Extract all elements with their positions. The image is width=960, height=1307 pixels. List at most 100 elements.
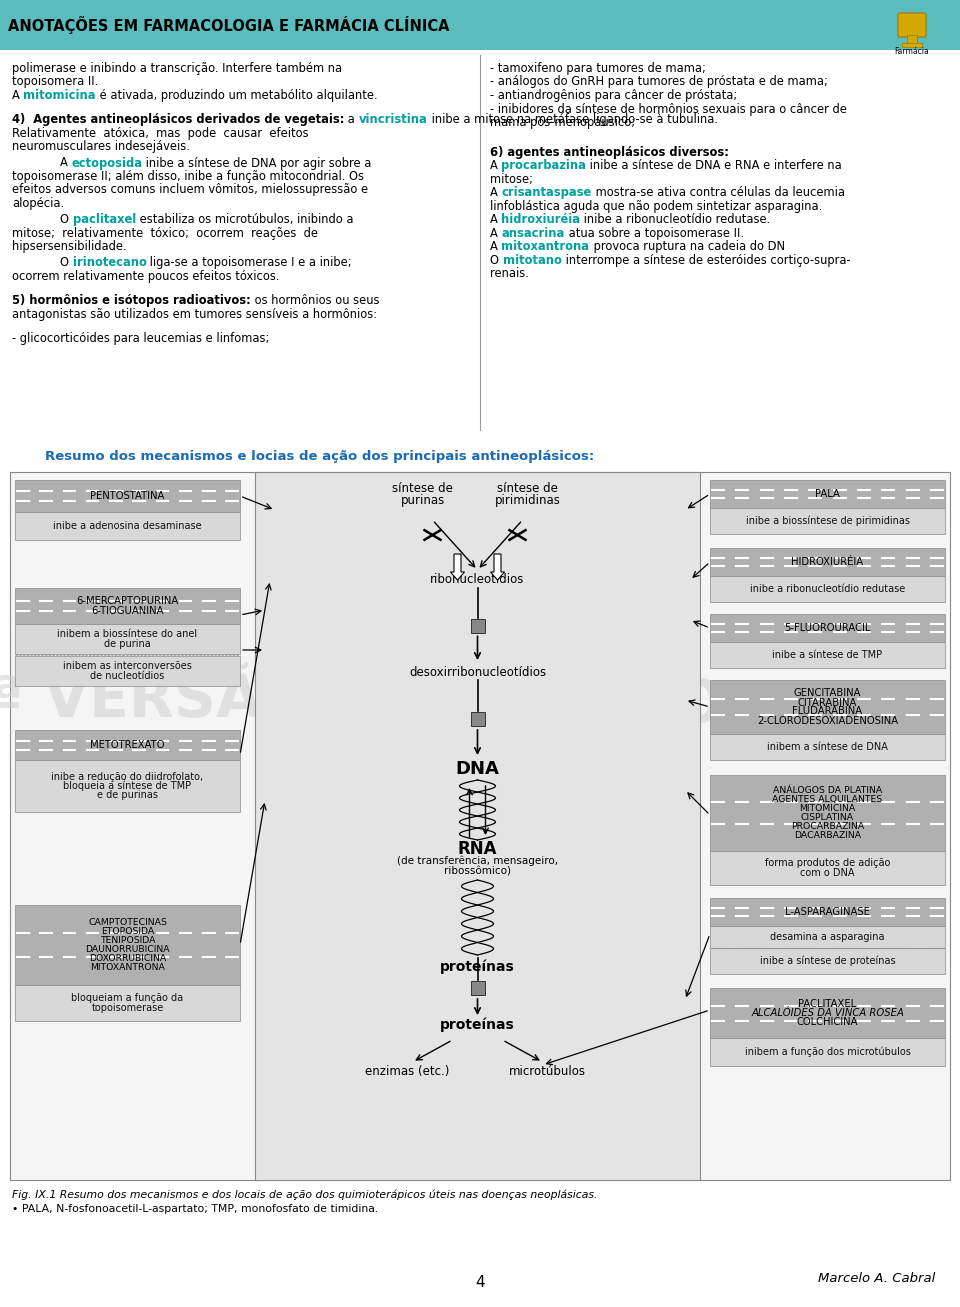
Text: Farmácia: Farmácia — [895, 47, 929, 56]
Text: topoisomerase II; além disso, inibe a função mitocondrial. Os: topoisomerase II; além disso, inibe a fu… — [12, 170, 364, 183]
Text: TENIPOSIDA: TENIPOSIDA — [100, 936, 156, 945]
Text: mitoxantrona: mitoxantrona — [501, 240, 589, 254]
FancyBboxPatch shape — [898, 13, 926, 37]
Text: microtúbulos: microtúbulos — [509, 1065, 586, 1078]
Text: A: A — [490, 186, 501, 199]
Text: - antiandrogênios para câncer de próstata;: - antiandrogênios para câncer de próstat… — [490, 89, 737, 102]
Bar — [710, 614, 945, 642]
FancyArrow shape — [491, 554, 505, 580]
Text: COLCHICINA: COLCHICINA — [797, 1017, 858, 1027]
Text: PENTOSTATINA: PENTOSTATINA — [90, 491, 165, 501]
Text: DOXORRUBICINA: DOXORRUBICINA — [89, 954, 166, 963]
Text: hidroxiuréia: hidroxiuréia — [501, 213, 581, 226]
Text: ansacrina: ansacrina — [501, 226, 564, 239]
Text: 6-MERCAPTOPURINA: 6-MERCAPTOPURINA — [77, 596, 179, 606]
Text: estabiliza os microtúbulos, inibindo a: estabiliza os microtúbulos, inibindo a — [136, 213, 353, 226]
Text: ANÁLOGOS DA PLATINA: ANÁLOGOS DA PLATINA — [773, 786, 882, 795]
Text: linfoblástica aguda que não podem sintetizar asparagina.: linfoblástica aguda que não podem sintet… — [490, 200, 823, 213]
Text: desamina a asparagina: desamina a asparagina — [770, 932, 885, 942]
Text: A: A — [490, 240, 501, 254]
Text: inibe a mitose na metáfase ligando-se à tubulina.: inibe a mitose na metáfase ligando-se à … — [427, 114, 717, 127]
Text: HIDROXIURÉIA: HIDROXIURÉIA — [791, 557, 864, 567]
Text: ocorrem relativamente poucos efeitos tóxicos.: ocorrem relativamente poucos efeitos tóx… — [12, 271, 279, 282]
Bar — [710, 642, 945, 668]
Text: 4: 4 — [475, 1276, 485, 1290]
Text: ribonucleotídios: ribonucleotídios — [430, 572, 525, 586]
Text: MITOXANTRONA: MITOXANTRONA — [90, 963, 165, 972]
Text: CITARABINA: CITARABINA — [798, 698, 857, 707]
Text: Fig. IX.1 Resumo dos mecanismos e dos locais de ação dos quimioterápicos úteis n: Fig. IX.1 Resumo dos mecanismos e dos lo… — [12, 1189, 597, 1201]
Text: inibem a síntese de DNA: inibem a síntese de DNA — [767, 742, 888, 752]
Text: A: A — [12, 89, 23, 102]
Text: topoisomerase: topoisomerase — [91, 1002, 163, 1013]
Text: - glicocorticóides para leucemias e linfomas;: - glicocorticóides para leucemias e linf… — [12, 332, 270, 345]
Text: PROCARBAZINA: PROCARBAZINA — [791, 822, 864, 831]
Bar — [710, 508, 945, 535]
Text: 2-CLORODESOXIADENOSINA: 2-CLORODESOXIADENOSINA — [756, 715, 898, 725]
Text: AGENTES ALQUILANTES: AGENTES ALQUILANTES — [773, 795, 882, 804]
Bar — [710, 1038, 945, 1067]
Text: 6-TIOGUANINA: 6-TIOGUANINA — [91, 605, 164, 616]
Text: procarbazina: procarbazina — [501, 159, 587, 173]
Text: purinas: purinas — [400, 494, 444, 507]
Text: bloqueiam a função da: bloqueiam a função da — [71, 993, 183, 1004]
Text: inibem a biossíntese do anel: inibem a biossíntese do anel — [58, 630, 198, 639]
Text: inibe a adenosina desaminase: inibe a adenosina desaminase — [53, 521, 202, 531]
Text: A: A — [490, 213, 501, 226]
Text: mostra-se ativa contra células da leucemia: mostra-se ativa contra células da leucem… — [591, 186, 845, 199]
Text: inibe a síntese de DNA por agir sobre a: inibe a síntese de DNA por agir sobre a — [142, 157, 372, 170]
Text: CAMPTOTECINAS: CAMPTOTECINAS — [88, 918, 167, 927]
Bar — [710, 576, 945, 603]
Text: de purina: de purina — [104, 639, 151, 648]
Text: inibe a ribonucleotídio redutase.: inibe a ribonucleotídio redutase. — [581, 213, 771, 226]
Text: Relativamente  atóxica,  mas  pode  causar  efeitos: Relativamente atóxica, mas pode causar e… — [12, 127, 308, 140]
Bar — [470, 712, 485, 725]
Text: enzimas (etc.): enzimas (etc.) — [366, 1065, 449, 1078]
FancyArrow shape — [450, 554, 465, 580]
Bar — [710, 548, 945, 576]
Bar — [15, 985, 240, 1021]
Text: L-ASPARAGINASE: L-ASPARAGINASE — [785, 907, 870, 918]
Bar — [15, 904, 240, 985]
Text: interrompe a síntese de esteróides cortiço-supra-: interrompe a síntese de esteróides corti… — [562, 254, 851, 267]
FancyBboxPatch shape — [907, 35, 917, 43]
Text: - análogos do GnRH para tumores de próstata e de mama;: - análogos do GnRH para tumores de próst… — [490, 76, 828, 89]
Text: inibe a biossíntese de pirimidinas: inibe a biossíntese de pirimidinas — [746, 516, 909, 527]
Text: irinotecano: irinotecano — [73, 256, 147, 269]
Text: 5) hormônios e isótopos radioativos:: 5) hormônios e isótopos radioativos: — [12, 294, 251, 307]
FancyBboxPatch shape — [902, 43, 922, 47]
Text: mama pós-menopáusico;: mama pós-menopáusico; — [490, 116, 636, 129]
Bar — [15, 588, 240, 623]
Text: inibe a ribonucleotídio redutase: inibe a ribonucleotídio redutase — [750, 584, 905, 593]
Text: RNA: RNA — [458, 840, 497, 857]
Text: topoisomera II.: topoisomera II. — [12, 76, 98, 89]
Text: A: A — [490, 159, 501, 173]
Text: bloqueia a síntese de TMP: bloqueia a síntese de TMP — [63, 780, 192, 791]
Text: GENCITABINA: GENCITABINA — [794, 689, 861, 698]
Bar — [15, 512, 240, 540]
Text: mitose;: mitose; — [490, 173, 533, 186]
Text: ribossômico): ribossômico) — [444, 867, 511, 876]
Text: a: a — [345, 114, 359, 127]
Text: neuromusculares indesejáveis.: neuromusculares indesejáveis. — [12, 140, 190, 153]
Bar — [710, 898, 945, 925]
Bar — [15, 759, 240, 812]
Text: proteínas: proteínas — [440, 961, 515, 975]
Text: crisantaspase: crisantaspase — [501, 186, 591, 199]
Text: DACARBAZINA: DACARBAZINA — [794, 831, 861, 840]
Bar — [710, 480, 945, 508]
Bar — [710, 851, 945, 885]
Text: e de purinas: e de purinas — [97, 791, 158, 800]
Text: inibe a síntese de TMP: inibe a síntese de TMP — [773, 650, 882, 660]
Text: antagonistas são utilizados em tumores sensíveis a hormônios:: antagonistas são utilizados em tumores s… — [12, 307, 377, 320]
Bar — [710, 925, 945, 948]
Text: atua sobre a topoisomerase II.: atua sobre a topoisomerase II. — [564, 226, 744, 239]
Text: síntese de: síntese de — [497, 482, 558, 495]
Text: alopécia.: alopécia. — [12, 197, 64, 210]
Bar — [15, 656, 240, 686]
Text: hipsersensibilidade.: hipsersensibilidade. — [12, 240, 127, 254]
Text: 2ª VERSÃO: 2ª VERSÃO — [0, 672, 310, 728]
Bar — [15, 731, 240, 759]
Text: 5-FLUOROURACIL: 5-FLUOROURACIL — [784, 623, 871, 633]
Text: polimerase e inibindo a transcrição. Interfere também na: polimerase e inibindo a transcrição. Int… — [12, 61, 342, 74]
